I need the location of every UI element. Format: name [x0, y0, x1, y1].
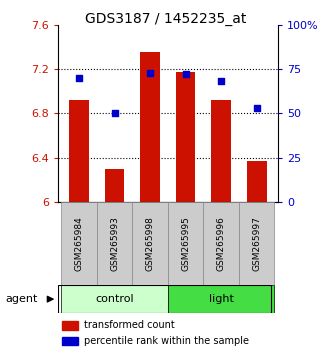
Text: GSM265996: GSM265996: [217, 216, 226, 271]
Point: [218, 79, 224, 84]
Point: [254, 105, 260, 111]
Text: GSM265984: GSM265984: [75, 216, 84, 271]
Point: [148, 70, 153, 75]
Bar: [168, 202, 204, 285]
Bar: [168, 285, 274, 313]
Bar: [97, 202, 132, 285]
Bar: [212, 100, 231, 202]
Point: [76, 75, 82, 81]
Text: GSM265997: GSM265997: [252, 216, 261, 271]
Text: agent: agent: [5, 294, 37, 304]
Bar: [62, 321, 78, 330]
Text: GSM265995: GSM265995: [181, 216, 190, 271]
Bar: [62, 285, 168, 313]
Bar: [176, 72, 196, 202]
Point: [112, 110, 118, 116]
Bar: [62, 202, 97, 285]
Text: percentile rank within the sample: percentile rank within the sample: [84, 336, 249, 346]
Text: control: control: [95, 294, 134, 304]
Text: light: light: [209, 294, 234, 304]
Text: transformed count: transformed count: [84, 320, 175, 330]
Bar: [247, 161, 266, 202]
Bar: [62, 337, 78, 346]
Bar: [140, 52, 160, 202]
Text: GSM265993: GSM265993: [110, 216, 119, 271]
Bar: [132, 202, 168, 285]
Point: [183, 72, 188, 77]
Text: GDS3187 / 1452235_at: GDS3187 / 1452235_at: [85, 12, 246, 27]
Text: GSM265998: GSM265998: [146, 216, 155, 271]
Bar: [239, 202, 274, 285]
Bar: [105, 169, 124, 202]
Bar: [70, 100, 89, 202]
Bar: [204, 202, 239, 285]
